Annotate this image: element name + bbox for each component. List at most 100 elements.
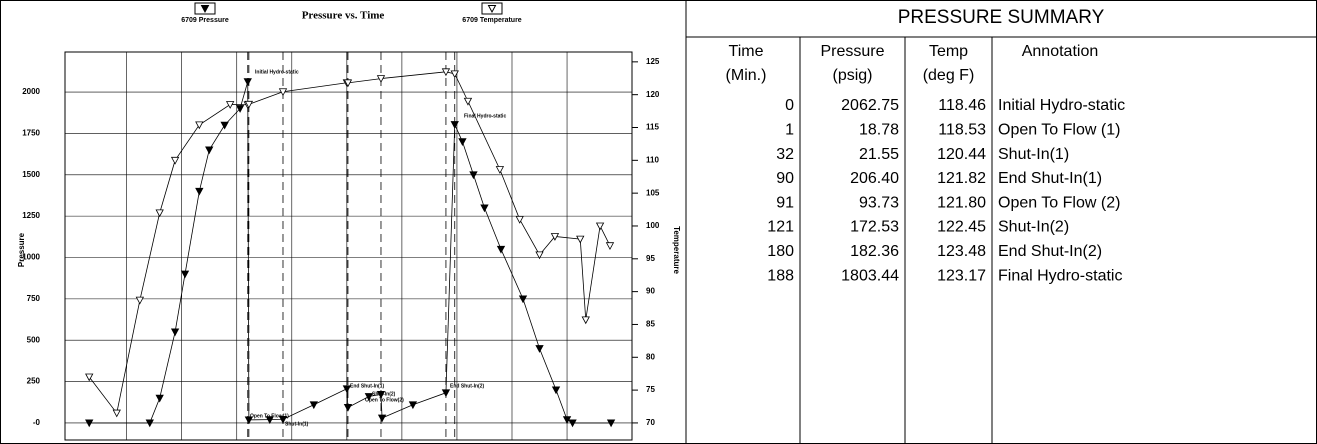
table-cell: 121 [767,219,794,236]
y-tick-label: 1000 [22,253,40,262]
table-cell: 93.73 [859,194,899,211]
marker [235,105,245,113]
table-cell: 180 [767,243,794,260]
marker [195,187,204,196]
marker [377,414,387,423]
y2-tick-label: 120 [646,90,660,99]
y-tick-label: 1750 [22,129,40,138]
marker [342,385,352,394]
marker [408,401,418,410]
marker [376,75,386,83]
annotation: Final Hydro-static [464,113,506,119]
column-header: Pressure [820,43,884,60]
marker [568,419,577,428]
marker [441,68,451,77]
table-cell: Initial Hydro-static [998,97,1125,114]
annotation: End Shut-In(2) [450,383,484,389]
table-cell: End Shut-In(2) [998,243,1102,260]
y-tick-label: 1500 [22,170,40,179]
y-tick-label: 2000 [22,87,40,96]
table-cell: 90 [776,170,794,187]
marker [364,393,374,401]
table-cell: 0 [785,97,794,114]
marker [458,138,467,147]
chart-title: Pressure vs. Time [302,10,385,22]
table-cell: 91 [776,194,794,211]
marker [551,386,561,395]
y2-tick-label: 115 [646,123,659,132]
column-header: (Min.) [726,67,767,84]
plot-area [64,51,633,441]
y2-tick-label: 85 [646,320,655,329]
marker [278,88,288,97]
marker [225,101,235,109]
y2-tick-label: 70 [646,418,655,427]
marker [463,97,473,106]
annotation: End Shut-In(1) [350,383,384,389]
table-cell: 122.45 [937,219,986,236]
marker [243,78,252,87]
marker [535,251,544,260]
table-cell: Open To Flow (2) [998,194,1120,211]
y2-tick-label: 110 [646,155,659,164]
marker [244,100,254,109]
table-cell: Open To Flow (1) [998,122,1120,139]
table-cell: 21.55 [859,146,899,163]
table-cell: Final Hydro-static [998,267,1122,284]
table-cell: Shut-In(1) [998,146,1069,163]
column-header: (deg F) [923,67,975,84]
marker [205,146,214,155]
marker [155,394,164,403]
marker [265,416,274,424]
marker [606,419,616,428]
column-header: Annotation [1022,43,1099,60]
marker [595,222,605,231]
table-cell: 182.36 [850,243,899,260]
table-cell: 118.46 [938,97,986,114]
marker [576,235,585,244]
column-header: Time [729,43,764,60]
annotation: Shut-In(1) [285,421,309,427]
y2-tick-label: 125 [646,57,660,66]
y-tick-label: 500 [27,335,41,344]
table-cell: 121.82 [937,170,986,187]
marker [376,391,386,399]
marker [85,419,94,428]
marker [518,295,528,304]
table-cell: 123.17 [937,267,986,284]
y-tick-label: 1250 [22,211,40,220]
table-cell: 118.53 [938,122,986,139]
y2-tick-label: 95 [646,254,655,263]
annotation: Initial Hydro-static [255,69,299,75]
y2-label: Temperature [672,226,681,274]
table-title: PRESSURE SUMMARY [898,7,1105,28]
table-cell: 206.40 [850,170,899,187]
column-header: Temp [929,43,968,60]
series-line [88,71,611,415]
marker [581,316,590,325]
table-cell: 32 [776,146,794,163]
y2-tick-label: 80 [646,352,655,361]
table-cell: 121.80 [937,194,986,211]
marker [535,345,544,353]
annotation: Shut-In(2) [372,391,396,397]
legend-marker [487,5,497,14]
annotation: Open To Flow(2) [365,397,404,403]
table-cell: Shut-In(2) [998,219,1069,236]
table-cell: 18.78 [859,122,899,139]
marker [85,373,94,382]
y2-tick-label: 90 [646,287,655,296]
marker [450,70,459,79]
table-cell: End Shut-In(1) [998,170,1102,187]
marker [145,419,154,428]
table-cell: 172.53 [850,219,899,236]
marker [441,389,451,398]
marker [180,270,190,279]
marker [496,245,506,254]
marker [195,121,204,130]
marker [515,216,524,224]
y2-tick-label: 105 [646,188,660,197]
marker [170,328,180,337]
legend-label: 6709 Temperature [462,17,522,24]
